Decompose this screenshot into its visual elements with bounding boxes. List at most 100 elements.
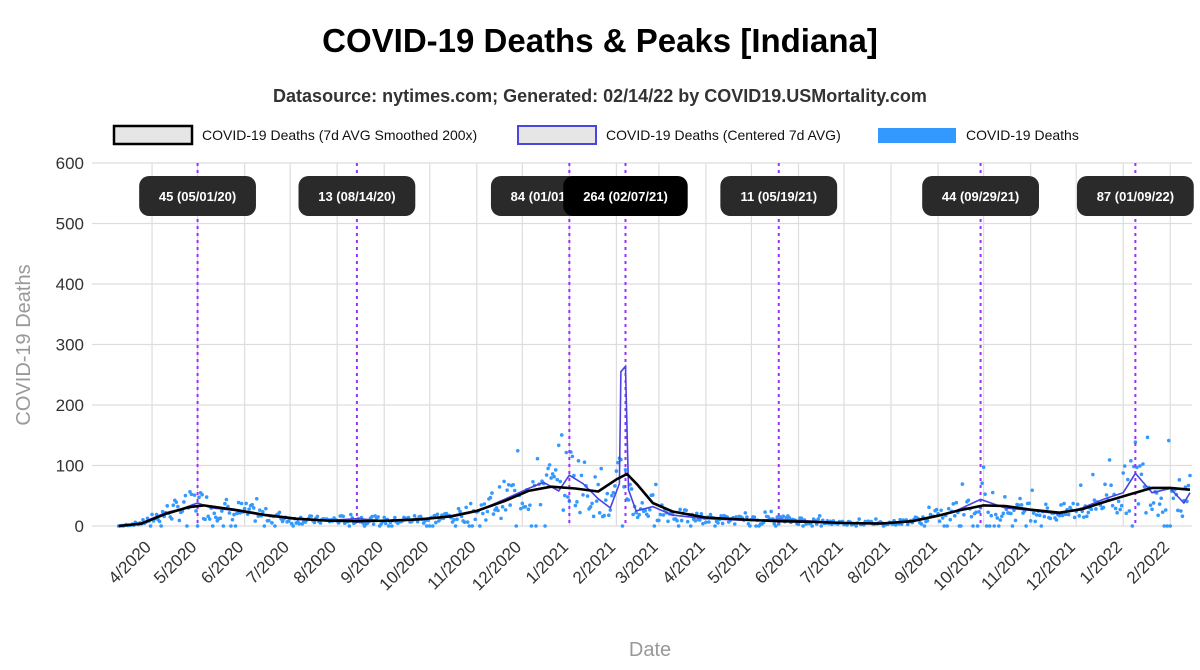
- deaths-point: [983, 492, 987, 496]
- x-tick-label: 8/2020: [290, 537, 340, 587]
- deaths-point: [376, 515, 380, 519]
- deaths-point: [939, 508, 943, 513]
- peak-lines: [196, 163, 1137, 526]
- deaths-point: [267, 518, 271, 523]
- deaths-point: [412, 513, 417, 518]
- deaths-point: [613, 484, 617, 488]
- deaths-point: [626, 498, 631, 502]
- deaths-point: [564, 450, 569, 455]
- deaths-point: [478, 524, 482, 528]
- deaths-point: [602, 513, 607, 518]
- peak-labels: 45 (05/01/20) 13 (08/14/20) 84 (01/01/21)2…: [139, 176, 1194, 216]
- deaths-point: [535, 456, 540, 461]
- deaths-point: [1160, 510, 1165, 514]
- deaths-point: [555, 477, 560, 482]
- deaths-point: [141, 518, 145, 522]
- deaths-point: [996, 524, 1001, 528]
- deaths-point: [620, 524, 625, 528]
- deaths-point: [1116, 499, 1121, 504]
- deaths-point: [575, 500, 579, 504]
- deaths-point: [1159, 496, 1163, 501]
- deaths-point: [719, 514, 723, 518]
- deaths-point: [1109, 483, 1113, 488]
- peak-label-text: 87 (01/09/22): [1097, 189, 1174, 204]
- deaths-point: [1018, 496, 1022, 501]
- deaths-point: [1077, 514, 1082, 518]
- deaths-point: [685, 519, 690, 524]
- deaths-point: [150, 512, 154, 517]
- deaths-point: [488, 495, 493, 500]
- deaths-point: [370, 514, 374, 519]
- deaths-point: [467, 524, 471, 528]
- legend-swatch-centered: [517, 125, 597, 145]
- deaths-point: [708, 512, 713, 517]
- deaths-point: [585, 494, 590, 498]
- deaths-point: [1060, 513, 1065, 518]
- deaths-point: [1072, 515, 1077, 520]
- deaths-point: [975, 524, 980, 528]
- deaths-point: [1121, 471, 1126, 475]
- deaths-point: [578, 510, 582, 515]
- deaths-point: [987, 524, 992, 528]
- deaths-point: [273, 524, 277, 528]
- deaths-point: [203, 517, 207, 522]
- deaths-point: [1150, 507, 1154, 512]
- deaths-point: [556, 443, 561, 448]
- deaths-point: [1107, 458, 1112, 462]
- deaths-point: [720, 521, 725, 526]
- deaths-point: [1168, 524, 1173, 528]
- deaths-point: [552, 474, 556, 479]
- deaths-point: [954, 500, 959, 505]
- deaths-point: [857, 517, 861, 521]
- deaths-point: [1136, 502, 1141, 506]
- deaths-point: [185, 524, 189, 528]
- deaths-point: [992, 524, 997, 528]
- y-axis-title: COVID-19 Deaths: [13, 264, 35, 425]
- deaths-point: [713, 524, 717, 528]
- deaths-point: [1033, 519, 1038, 524]
- deaths-point: [315, 514, 320, 519]
- deaths-point: [1127, 509, 1132, 513]
- deaths-point: [966, 498, 971, 503]
- deaths-point: [959, 524, 963, 528]
- legend-label-centered: COVID-19 Deaths (Centered 7d AVG): [606, 127, 841, 143]
- legend: COVID-19 Deaths (7d AVG Smoothed 200x) C…: [112, 124, 1079, 146]
- deaths-point: [603, 498, 608, 502]
- x-tick-label: 4/2021: [659, 537, 709, 587]
- deaths-point: [1048, 516, 1053, 521]
- deaths-point: [482, 502, 487, 506]
- deaths-point: [277, 510, 282, 515]
- deaths-point: [819, 524, 824, 528]
- deaths-point: [616, 460, 620, 465]
- deaths-point: [816, 517, 821, 521]
- deaths-point: [1024, 524, 1028, 528]
- deaths-point: [1001, 511, 1006, 516]
- deaths-point: [608, 508, 613, 512]
- deaths-point: [745, 515, 749, 519]
- deaths-point: [623, 467, 628, 472]
- deaths-point: [558, 479, 563, 484]
- deaths-point: [698, 518, 702, 522]
- deaths-point: [280, 519, 285, 524]
- deaths-point: [1068, 505, 1072, 510]
- deaths-point: [194, 509, 198, 513]
- deaths-point: [1157, 502, 1162, 506]
- peak-label-box: [720, 176, 838, 216]
- deaths-point: [257, 508, 262, 513]
- deaths-point: [371, 522, 376, 526]
- deaths-point: [250, 502, 254, 507]
- deaths-point: [854, 524, 858, 528]
- y-tick-label: 200: [56, 396, 84, 415]
- deaths-point: [940, 516, 945, 520]
- deaths-point: [752, 515, 757, 520]
- deaths-point: [646, 514, 651, 518]
- deaths-point: [611, 490, 616, 495]
- deaths-point: [183, 493, 188, 498]
- chart-title: COVID-19 Deaths & Peaks [Indiana]: [322, 22, 878, 59]
- deaths-point: [1089, 507, 1094, 512]
- deaths-point: [531, 479, 535, 484]
- deaths-point: [1163, 508, 1168, 512]
- deaths-point: [534, 524, 538, 528]
- deaths-point: [1030, 488, 1034, 493]
- deaths-point: [538, 502, 543, 507]
